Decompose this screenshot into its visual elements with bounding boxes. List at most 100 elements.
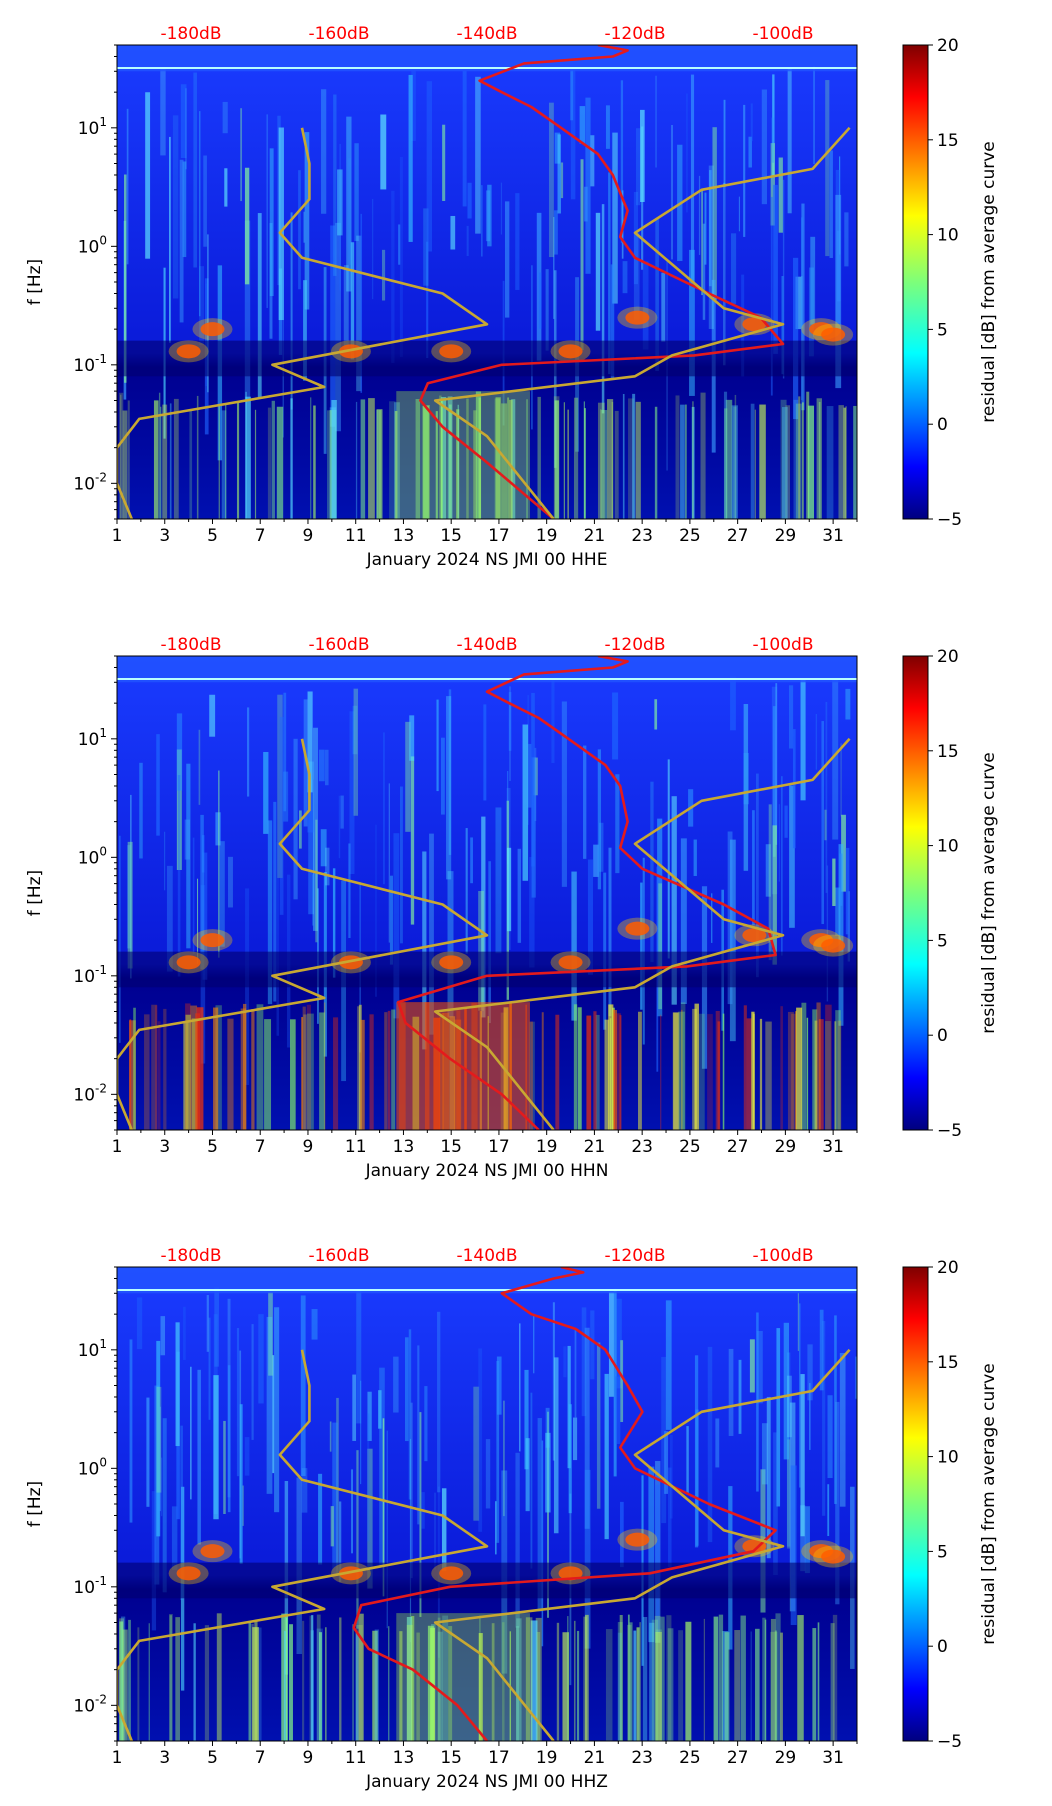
spectrogram-streak [801,217,803,401]
spectrogram-hotspot-halo [617,917,658,940]
spectrogram-low-band [775,1613,781,1741]
average-psd-curve [396,656,777,1130]
x-tick-label: 23 [631,1137,653,1157]
spectrogram-low-band [691,406,695,519]
spectrogram-streak [177,775,181,977]
spectrogram-low-band [440,396,447,519]
colorbar-tick-label: 10 [937,226,959,246]
spectrogram-low-band [770,1631,778,1741]
spectrogram-low-band [807,405,815,519]
spectrogram-streak [378,1390,382,1429]
spectrogram-low-band [368,398,375,519]
spectrogram-streak [554,132,561,164]
spectrogram-streak [160,1316,166,1356]
spectrogram-low-band [162,404,168,519]
spectrogram-low-band [307,1013,314,1130]
spectrogram-low-band [723,391,728,519]
colorbar [902,44,929,520]
spectrogram-low-band [511,399,516,519]
spectrogram-low-band [608,1004,614,1130]
spectrogram-hotspot [625,1532,650,1547]
spectrogram-low-band [586,1015,592,1130]
spectrogram-streak [815,713,818,770]
spectrogram-streak [832,677,839,840]
spectrogram-streak [519,1323,521,1452]
spectrogram-low-band [837,1020,842,1130]
spectrogram-low-band [733,406,737,519]
spectrogram-streak [522,724,529,881]
spectrogram-streak [855,1356,857,1399]
spectrogram-streak [466,225,469,257]
spectrogram-streak [332,1422,338,1574]
x-tick-label: 23 [631,1748,653,1768]
spectrogram-streak [278,127,284,321]
spectrogram-streak [300,1295,306,1477]
spectrogram-low-band [713,1616,719,1741]
spectrogram-streak [338,795,341,859]
spectrogram-streak [304,132,310,310]
spectrogram-streak [553,217,555,319]
spectrogram-low-band [119,1621,124,1741]
spectrogram-streak [695,1409,699,1546]
spectrogram-streak [723,182,726,366]
spectrogram-low-band [770,1618,776,1741]
spectrogram-low-band [692,401,694,519]
spectrogram-streak [698,175,701,255]
spectrogram-streak [320,829,327,867]
spectrogram-streak [350,242,355,360]
spectrogram-low-band [554,400,559,519]
spectrogram-low-band [122,410,128,519]
spectrogram-streak [795,276,802,330]
spectrogram-streak [162,1418,167,1593]
spectrogram-streak [268,1292,273,1376]
spectrogram-low-band [694,1003,699,1130]
spectrogram-streak [156,1386,162,1493]
spectrogram-streak [840,743,842,817]
spectrogram-streak [789,785,795,928]
colorbar-tick-label: 0 [937,415,948,435]
spectrogram-streak [277,694,283,878]
spectrogram-low-band [797,1615,804,1741]
spectrogram-low-band [740,1615,746,1741]
spectrogram-streak [788,685,794,749]
spectrogram-streak [799,1303,801,1488]
spectrogram-streak [570,69,574,121]
db-scale-label: -140dB [456,1246,517,1266]
spectrogram-top-band [117,1267,857,1294]
spectrogram-streak [164,831,166,891]
spectrogram-low-band [509,399,513,519]
spectrogram-streak [661,1356,667,1524]
spectrogram-low-band [764,1619,767,1741]
spectrogram-low-band [175,1617,180,1741]
spectrogram-low-band [843,407,846,519]
spectrogram-streak [766,1396,771,1559]
spectrogram-streak [340,795,344,829]
spectrogram-streak [560,162,564,199]
spectrogram-low-band [814,1020,818,1130]
spectrogram-streak [325,847,330,886]
spectrogram-low-band [333,1017,339,1130]
spectrogram-streak [192,837,195,954]
spectrogram-streak [303,280,307,381]
spectrogram-streak [315,819,318,943]
spectrogram-streak [506,847,512,932]
spectrogram-streak [239,1404,243,1564]
y-tick-label: 10-2 [73,470,107,494]
spectrogram-streak [169,136,171,343]
spectrogram-low-band [801,1002,807,1130]
spectrogram-streak [269,148,274,297]
spectrogram-streak [642,261,649,350]
colorbar-tick-label: 5 [937,1542,948,1562]
spectrogram-hotspot [200,1544,225,1559]
spectrogram-hotspot [625,310,650,325]
spectrogram-streak [593,844,599,877]
spectrogram-low-band [802,402,804,519]
spectrogram-streak [773,1432,778,1576]
spectrogram-streak [755,773,759,978]
spectrogram-streak [465,828,468,954]
spectrogram-streak [160,67,166,156]
noise-model-curve [117,738,489,1130]
spectrogram-streak [743,704,749,871]
spectrogram-streak [197,878,199,965]
